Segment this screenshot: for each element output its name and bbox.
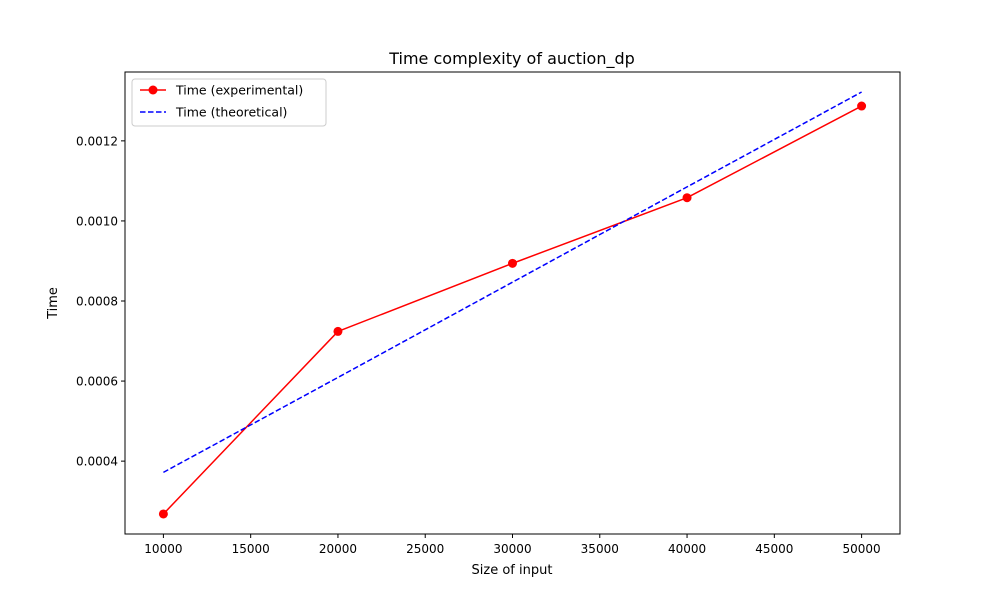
y-tick-label: 0.0006 xyxy=(76,375,118,389)
y-tick-label: 0.0004 xyxy=(76,455,118,469)
plot-area xyxy=(158,91,867,519)
x-axis-label: Size of input xyxy=(472,563,553,578)
data-point xyxy=(857,101,867,111)
x-axis: 10000 15000 20000 25000 30000 35000 40000 45000… xyxy=(144,534,881,556)
chart-title: Time complexity of auction_dp xyxy=(388,49,635,69)
series-line-theoretical xyxy=(163,91,862,474)
y-axis: 0.0004 0.0006 0.0008 0.0010 0.0012 xyxy=(76,134,125,469)
data-point xyxy=(158,509,168,519)
y-tick-label: 0.0012 xyxy=(76,134,118,148)
data-point xyxy=(508,258,517,268)
x-tick-label: 35000 xyxy=(581,542,619,556)
y-axis-label: Time xyxy=(46,287,61,320)
legend-marker-experimental xyxy=(148,85,158,95)
y-tick-label: 0.0010 xyxy=(76,214,118,228)
x-tick-label: 10000 xyxy=(144,542,182,556)
data-point xyxy=(333,326,343,336)
x-tick-label: 15000 xyxy=(232,542,270,556)
x-tick-label: 45000 xyxy=(755,542,793,556)
y-tick-label: 0.0008 xyxy=(76,294,118,308)
legend-label-theoretical: Time (theoretical) xyxy=(175,105,287,120)
x-tick-label: 30000 xyxy=(493,542,531,556)
data-point xyxy=(682,193,692,203)
legend-label-experimental: Time (experimental) xyxy=(175,83,303,98)
x-tick-label: 50000 xyxy=(843,542,881,556)
legend: Time (experimental) Time (theoretical) xyxy=(131,78,327,127)
legend-box xyxy=(131,78,327,127)
x-tick-label: 40000 xyxy=(668,542,706,556)
x-tick-label: 25000 xyxy=(406,542,444,556)
x-tick-label: 20000 xyxy=(319,542,357,556)
